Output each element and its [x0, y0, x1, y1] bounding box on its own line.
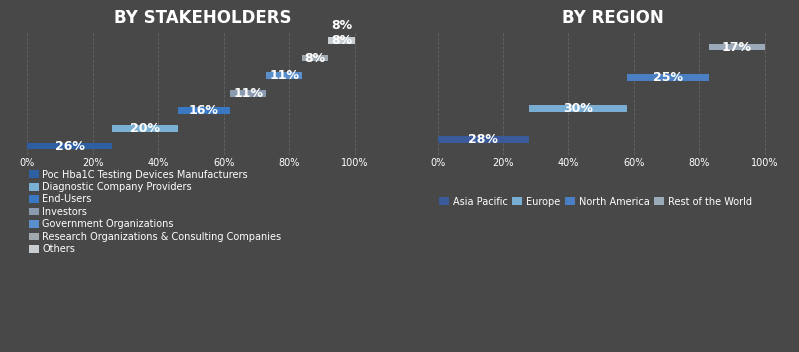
Text: 30%: 30% [563, 102, 593, 115]
Text: 11%: 11% [233, 87, 263, 100]
Text: 28%: 28% [468, 133, 499, 146]
Text: 8%: 8% [331, 34, 352, 47]
Text: 26%: 26% [55, 140, 85, 152]
Title: BY STAKEHOLDERS: BY STAKEHOLDERS [113, 10, 291, 27]
Legend: Asia Pacific, Europe, North America, Rest of the World: Asia Pacific, Europe, North America, Res… [439, 197, 752, 207]
FancyBboxPatch shape [302, 55, 328, 62]
FancyBboxPatch shape [178, 107, 230, 114]
FancyBboxPatch shape [710, 44, 765, 50]
Text: 25%: 25% [654, 71, 683, 84]
FancyBboxPatch shape [230, 90, 266, 97]
Text: 20%: 20% [130, 122, 160, 135]
FancyBboxPatch shape [328, 37, 355, 44]
FancyBboxPatch shape [627, 75, 710, 81]
Text: 17%: 17% [722, 40, 752, 54]
Text: 8%: 8% [304, 52, 326, 64]
Text: 11%: 11% [269, 69, 299, 82]
FancyBboxPatch shape [438, 136, 529, 143]
Legend: Poc Hba1C Testing Devices Manufacturers, Diagnostic Company Providers, End-Users: Poc Hba1C Testing Devices Manufacturers,… [29, 170, 281, 254]
Text: 8%: 8% [331, 19, 352, 32]
FancyBboxPatch shape [266, 72, 302, 79]
FancyBboxPatch shape [27, 143, 113, 150]
Title: BY REGION: BY REGION [562, 10, 663, 27]
Text: 16%: 16% [189, 105, 219, 117]
FancyBboxPatch shape [113, 125, 178, 132]
FancyBboxPatch shape [529, 105, 627, 112]
